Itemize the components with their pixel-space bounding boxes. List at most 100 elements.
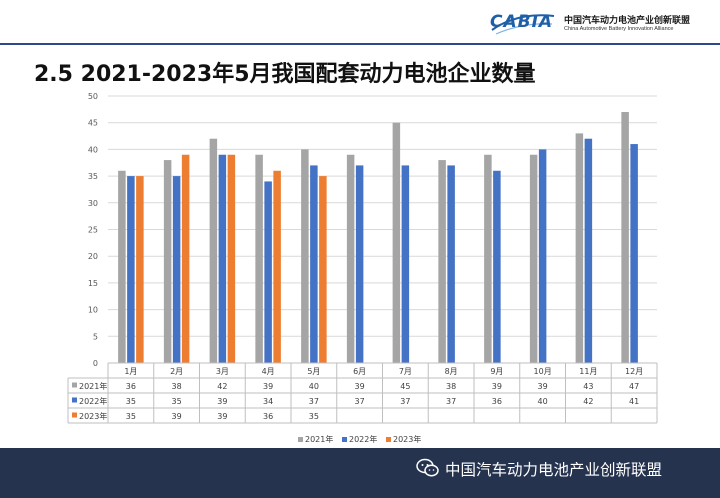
wechat-icon bbox=[416, 458, 439, 477]
data-label: 42 bbox=[583, 397, 593, 406]
data-label: 34 bbox=[263, 397, 273, 406]
data-label: 42 bbox=[217, 382, 227, 391]
x-tick-label: 4月 bbox=[262, 367, 275, 376]
bar bbox=[218, 154, 227, 363]
data-label: 38 bbox=[446, 382, 456, 391]
bar bbox=[447, 165, 455, 363]
footer-bar bbox=[0, 448, 720, 498]
bar bbox=[301, 149, 309, 363]
bar bbox=[273, 170, 281, 363]
bar bbox=[621, 112, 629, 364]
logo-swoosh-icon bbox=[491, 14, 555, 35]
data-label: 43 bbox=[583, 382, 593, 391]
table-legend-key bbox=[72, 412, 77, 418]
bar bbox=[172, 176, 181, 363]
data-label: 36 bbox=[492, 397, 502, 406]
y-tick-label: 15 bbox=[88, 279, 98, 288]
data-label: 35 bbox=[126, 397, 136, 406]
data-label: 37 bbox=[355, 397, 365, 406]
bar bbox=[538, 149, 547, 363]
x-tick-label: 1月 bbox=[124, 367, 137, 376]
bar bbox=[355, 165, 364, 363]
bar bbox=[209, 138, 218, 363]
header-divider bbox=[0, 43, 720, 45]
x-tick-label: 11月 bbox=[579, 367, 597, 376]
bar bbox=[136, 176, 144, 363]
y-tick-label: 50 bbox=[88, 92, 98, 101]
legend-label: 2022年 bbox=[349, 434, 377, 444]
data-label: 41 bbox=[629, 397, 639, 406]
data-label: 39 bbox=[538, 382, 548, 391]
table-series-label: 2021年 bbox=[79, 381, 107, 391]
data-label: 45 bbox=[400, 382, 410, 391]
data-label: 38 bbox=[172, 382, 182, 391]
data-label: 39 bbox=[492, 382, 502, 391]
x-tick-label: 7月 bbox=[399, 367, 412, 376]
table-series-label: 2023年 bbox=[79, 411, 107, 421]
bar bbox=[310, 165, 318, 363]
data-label: 39 bbox=[263, 382, 273, 391]
data-label: 36 bbox=[126, 382, 136, 391]
bar bbox=[438, 160, 446, 363]
bar bbox=[630, 144, 638, 363]
bar bbox=[346, 154, 355, 363]
bar bbox=[401, 165, 410, 363]
y-tick-label: 25 bbox=[88, 226, 98, 235]
data-label: 37 bbox=[400, 397, 410, 406]
bar bbox=[127, 176, 135, 363]
y-tick-label: 5 bbox=[93, 332, 98, 341]
bar bbox=[584, 138, 593, 363]
bar bbox=[319, 176, 327, 363]
bar bbox=[484, 154, 492, 363]
x-tick-label: 10月 bbox=[534, 367, 552, 376]
bar bbox=[163, 160, 172, 363]
x-tick-label: 9月 bbox=[490, 367, 503, 376]
y-tick-label: 0 bbox=[93, 359, 98, 368]
data-label: 39 bbox=[217, 412, 227, 421]
bar bbox=[118, 170, 126, 363]
bar bbox=[255, 154, 263, 363]
data-label: 35 bbox=[172, 397, 182, 406]
bar bbox=[493, 170, 501, 363]
page-title: 2.5 2021-2023年5月我国配套动力电池企业数量 bbox=[34, 62, 536, 87]
cabia-logo: CABIA 中国汽车动力电池产业创新联盟 China Automotive Ba… bbox=[490, 10, 715, 40]
footer-text: 中国汽车动力电池产业创新联盟 bbox=[445, 461, 663, 479]
table-legend-key bbox=[72, 397, 77, 403]
data-label: 39 bbox=[172, 412, 182, 421]
data-label: 37 bbox=[309, 397, 319, 406]
data-label: 35 bbox=[309, 412, 319, 421]
org-name-en: China Automotive Battery Innovation Alli… bbox=[564, 26, 674, 32]
logo-mark: CABIA bbox=[490, 12, 554, 32]
bar bbox=[227, 154, 236, 363]
x-tick-label: 8月 bbox=[445, 367, 458, 376]
table-series-label: 2022年 bbox=[79, 396, 107, 406]
data-label: 39 bbox=[355, 382, 365, 391]
y-tick-label: 35 bbox=[88, 172, 98, 181]
x-tick-label: 12月 bbox=[625, 367, 643, 376]
data-label: 36 bbox=[263, 412, 273, 421]
legend-label: 2021年 bbox=[305, 434, 333, 444]
legend-key bbox=[298, 437, 303, 442]
data-label: 40 bbox=[309, 382, 319, 391]
data-label: 37 bbox=[446, 397, 456, 406]
data-label: 39 bbox=[217, 397, 227, 406]
data-label: 40 bbox=[538, 397, 548, 406]
legend-key bbox=[342, 437, 347, 442]
x-tick-label: 5月 bbox=[307, 367, 320, 376]
y-tick-label: 40 bbox=[88, 145, 98, 154]
legend-key bbox=[386, 437, 391, 442]
x-tick-label: 2月 bbox=[170, 367, 183, 376]
y-tick-label: 20 bbox=[88, 252, 98, 261]
bar bbox=[575, 133, 584, 363]
x-tick-label: 6月 bbox=[353, 367, 366, 376]
y-tick-label: 10 bbox=[88, 306, 98, 315]
bar bbox=[529, 154, 538, 363]
table-legend-key bbox=[72, 382, 77, 388]
legend-label: 2023年 bbox=[393, 434, 421, 444]
bar bbox=[181, 154, 190, 363]
bar-chart: 0 5 10 15 20 25 30 35 40 45 50 1月 2月 3月 4月 5月 6月 7月 8月 9月 10… bbox=[67, 92, 658, 444]
x-tick-label: 3月 bbox=[216, 367, 229, 376]
y-tick-label: 30 bbox=[88, 199, 98, 208]
org-name-cn: 中国汽车动力电池产业创新联盟 bbox=[564, 16, 691, 26]
bar bbox=[392, 122, 401, 363]
